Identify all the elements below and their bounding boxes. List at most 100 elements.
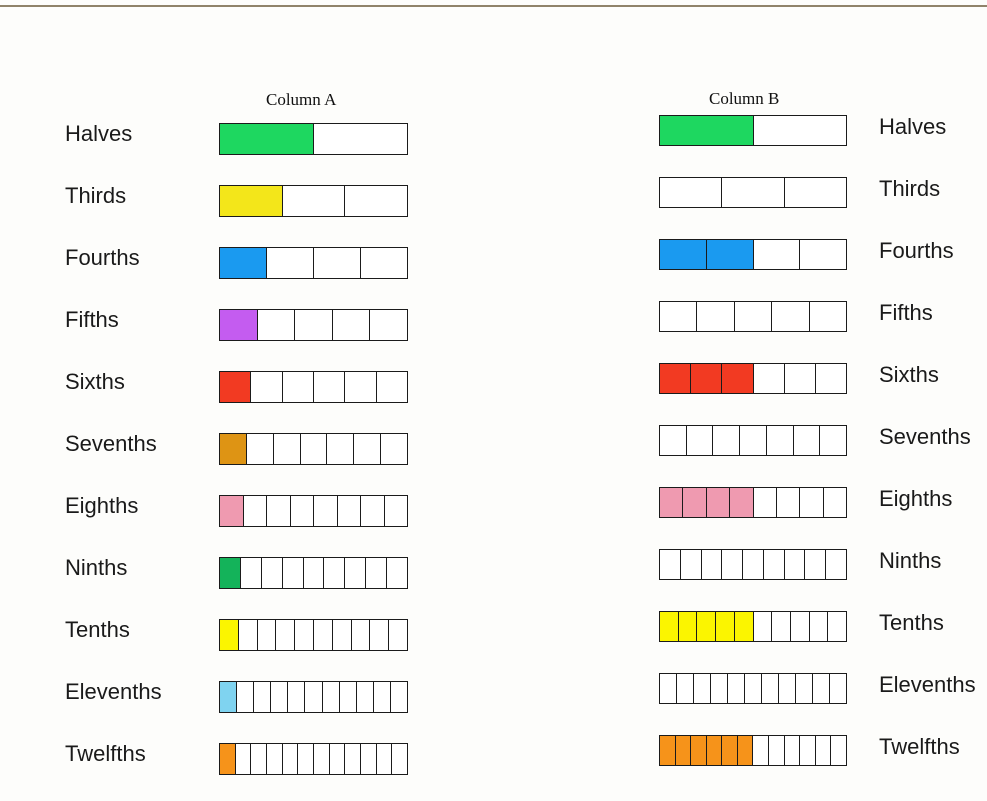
top-rule	[0, 5, 987, 7]
shaded-part	[220, 186, 282, 216]
unshaded-part	[660, 426, 686, 455]
unshaded-part	[819, 426, 847, 455]
unshaded-part	[693, 674, 710, 703]
unshaded-part	[297, 744, 314, 774]
unshaded-part	[266, 744, 282, 774]
column-a-label-ninths: Ninths	[65, 555, 128, 580]
unshaded-part	[281, 186, 345, 216]
column-b-label-tenths: Tenths	[879, 610, 944, 635]
shaded-part	[705, 488, 730, 517]
column-b-fraction-bar-sixths	[659, 363, 847, 394]
unshaded-part	[281, 558, 303, 588]
unshaded-part	[712, 426, 740, 455]
column-a-label-thirds: Thirds	[65, 183, 127, 208]
shaded-part	[736, 736, 753, 765]
shaded-part	[677, 612, 697, 641]
shaded-part	[660, 612, 678, 641]
shaded-part	[220, 124, 313, 154]
column-a-fraction-bar-twelfths	[219, 743, 408, 775]
shaded-part	[733, 612, 753, 641]
column-a-fraction-bar-fourths	[219, 247, 408, 279]
unshaded-part	[304, 682, 322, 712]
unshaded-part	[752, 488, 776, 517]
column-b-fraction-bar-elevenths	[659, 673, 847, 704]
unshaded-part	[326, 434, 354, 464]
unshaded-part	[299, 434, 327, 464]
unshaded-part	[272, 434, 300, 464]
unshaded-part	[783, 364, 815, 393]
column-a-fraction-bar-tenths	[219, 619, 408, 651]
shaded-part	[696, 612, 716, 641]
shaded-part	[220, 434, 246, 464]
column-a-label-elevenths: Elevenths	[65, 679, 162, 704]
unshaded-part	[804, 550, 826, 579]
unshaded-part	[808, 302, 847, 331]
shaded-part	[220, 682, 237, 712]
unshaded-part	[721, 178, 784, 207]
unshaded-part	[245, 434, 273, 464]
unshaded-part	[242, 496, 266, 526]
shaded-part	[705, 736, 722, 765]
unshaded-part	[752, 240, 800, 269]
unshaded-part	[234, 744, 251, 774]
shaded-part	[682, 488, 706, 517]
column-b-label-elevenths: Elevenths	[879, 672, 976, 697]
column-b-label-sevenths: Sevenths	[879, 424, 971, 449]
unshaded-part	[789, 612, 809, 641]
unshaded-part	[313, 744, 329, 774]
unshaded-part	[660, 302, 697, 331]
unshaded-part	[250, 744, 267, 774]
shaded-part	[705, 240, 753, 269]
column-b-label-halves: Halves	[879, 114, 947, 139]
unshaded-part	[795, 674, 812, 703]
unshaded-part	[830, 736, 846, 765]
unshaded-part	[331, 620, 351, 650]
unshaded-part	[369, 310, 407, 340]
column-a-fraction-bar-fifths	[219, 309, 408, 341]
shaded-part	[220, 496, 243, 526]
column-b-fraction-bar-tenths	[659, 611, 847, 642]
unshaded-part	[313, 124, 407, 154]
shaded-part	[721, 364, 753, 393]
unshaded-part	[353, 434, 381, 464]
unshaded-part	[696, 302, 734, 331]
column-a-label-twelfths: Twelfths	[65, 741, 146, 766]
column-a-label-halves: Halves	[65, 121, 133, 146]
unshaded-part	[685, 426, 713, 455]
column-a-fraction-bar-elevenths	[219, 681, 408, 713]
unshaded-part	[771, 612, 790, 641]
column-a-heading: Column A	[266, 90, 337, 109]
column-b-label-ninths: Ninths	[879, 548, 942, 573]
unshaded-part	[270, 682, 288, 712]
unshaded-part	[344, 186, 408, 216]
unshaded-part	[814, 364, 847, 393]
unshaded-part	[275, 620, 295, 650]
unshaded-part	[733, 302, 772, 331]
unshaded-part	[360, 496, 384, 526]
unshaded-part	[328, 744, 345, 774]
unshaded-part	[360, 248, 407, 278]
unshaded-part	[799, 488, 823, 517]
column-b-fraction-bar-ninths	[659, 549, 847, 580]
unshaded-part	[289, 496, 313, 526]
unshaded-part	[313, 248, 360, 278]
unshaded-part	[365, 558, 387, 588]
unshaded-part	[344, 558, 366, 588]
unshaded-part	[260, 558, 282, 588]
column-b-label-fourths: Fourths	[879, 238, 954, 263]
unshaded-part	[799, 240, 846, 269]
column-a-fraction-bar-eighths	[219, 495, 408, 527]
unshaded-part	[812, 674, 829, 703]
shaded-part	[729, 488, 753, 517]
unshaded-part	[783, 736, 800, 765]
column-a-fraction-bar-sevenths	[219, 433, 408, 465]
shaded-part	[660, 364, 691, 393]
unshaded-part	[761, 674, 778, 703]
unshaded-part	[676, 674, 693, 703]
column-b-heading: Column B	[709, 89, 780, 108]
unshaded-part	[700, 550, 722, 579]
shaded-part	[721, 736, 737, 765]
shaded-part	[220, 372, 251, 402]
unshaded-part	[350, 620, 370, 650]
unshaded-part	[827, 612, 847, 641]
